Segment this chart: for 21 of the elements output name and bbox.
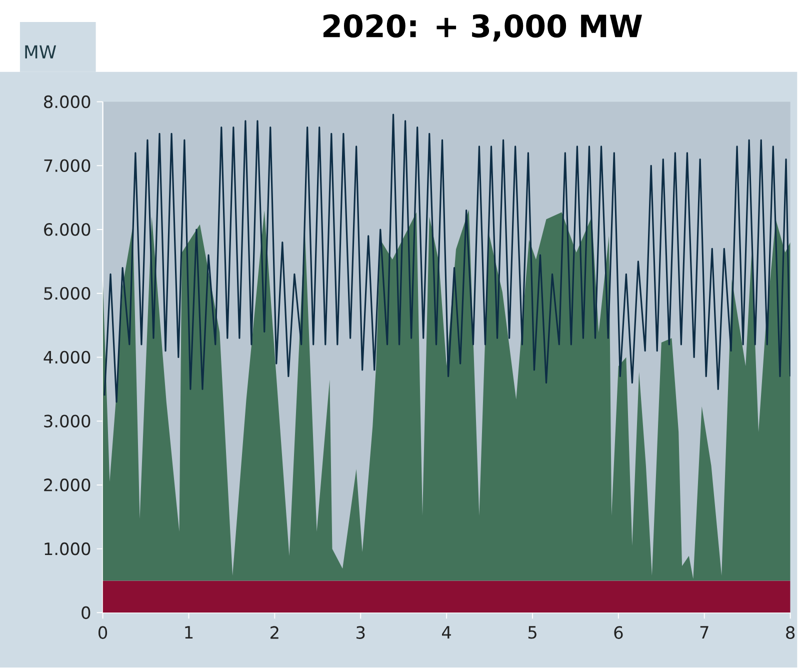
y-tick-label: 5.000 <box>44 287 90 300</box>
line-series <box>104 114 790 403</box>
x-tick-label: 4 <box>442 626 451 639</box>
chart-title: 2020: + 3,000 MW <box>323 14 642 42</box>
y-axis-title: MW <box>25 46 56 59</box>
x-tick-label: 5 <box>528 626 536 639</box>
y-tick-label: 4.000 <box>44 351 90 364</box>
x-tick-label: 7 <box>700 626 708 639</box>
y-tick-label: 6.000 <box>44 223 90 236</box>
x-tick-label: 2 <box>270 626 278 639</box>
y-tick-label: 2.000 <box>44 478 90 492</box>
x-tick-label: 0 <box>98 626 108 640</box>
y-tick-label: 8.000 <box>44 96 90 108</box>
y-tick-label: 1.000 <box>44 542 90 556</box>
x-tick-label: 6 <box>614 626 623 640</box>
x-tick-label: 1 <box>185 626 193 639</box>
y-tick-label: 0 <box>82 606 90 620</box>
x-tick-label: 8 <box>786 626 795 640</box>
y-tick-label: 3.000 <box>44 414 90 428</box>
y-tick-label: 7.000 <box>44 159 90 172</box>
x-tick-label: 3 <box>356 626 365 640</box>
